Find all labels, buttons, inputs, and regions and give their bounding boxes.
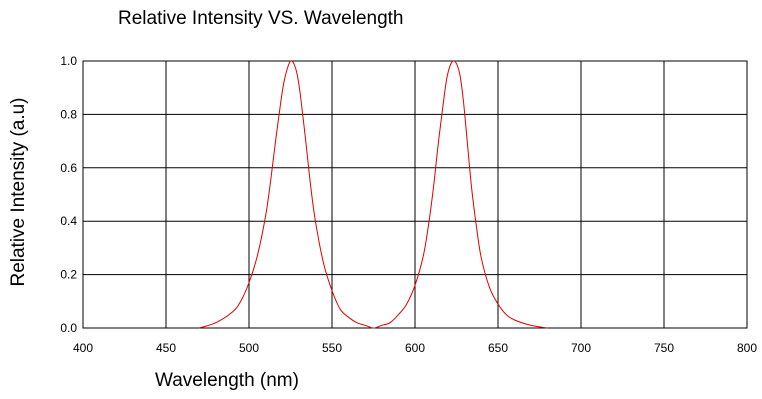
data-point [531, 325, 532, 326]
data-point [489, 287, 490, 288]
data-point [310, 183, 311, 184]
data-point [215, 322, 216, 323]
data-point [283, 82, 284, 83]
data-point [433, 189, 434, 190]
x-tick-label: 600 [405, 341, 425, 355]
data-point [514, 319, 515, 320]
data-point [471, 186, 472, 187]
data-point [305, 138, 306, 139]
data-point [463, 98, 464, 99]
x-axis-label: Wavelength (nm) [155, 370, 299, 391]
data-point [466, 132, 467, 133]
x-tick-label: 500 [239, 341, 259, 355]
data-point [481, 258, 482, 259]
data-point [459, 74, 460, 75]
y-tick-label: 0.8 [60, 107, 77, 121]
x-tick-label: 400 [73, 341, 93, 355]
y-tick-label: 0.4 [60, 214, 77, 228]
data-point [398, 314, 399, 315]
data-point [199, 327, 200, 328]
y-tick-label: 0.6 [60, 161, 77, 175]
data-point [497, 303, 498, 304]
data-point [456, 63, 457, 64]
data-point [356, 322, 357, 323]
data-point [248, 282, 249, 283]
data-point [297, 74, 298, 75]
data-point [287, 68, 288, 69]
data-point [293, 63, 294, 64]
data-point [265, 215, 266, 216]
data-point [453, 60, 454, 61]
data-point [275, 141, 276, 142]
data-point [506, 314, 507, 315]
series-line [199, 60, 548, 329]
data-point [257, 255, 258, 256]
plot-frame [82, 60, 748, 329]
x-tick-label: 450 [156, 341, 176, 355]
data-point [365, 325, 366, 326]
y-tick-label: 0.0 [60, 321, 77, 335]
data-point [547, 327, 548, 328]
data-point [315, 221, 316, 222]
x-tick-label: 650 [488, 341, 508, 355]
data-point [438, 143, 439, 144]
y-tick-label: 0.2 [60, 268, 77, 282]
data-point [280, 103, 281, 104]
data-point [323, 263, 324, 264]
x-tick-label: 800 [737, 341, 757, 355]
data-point [390, 322, 391, 323]
data-point [414, 285, 415, 286]
data-point [381, 325, 382, 326]
data-point [240, 301, 241, 302]
x-tick-label: 550 [322, 341, 342, 355]
data-point [270, 181, 271, 182]
data-point [348, 317, 349, 318]
data-point [373, 327, 374, 328]
data-point [406, 303, 407, 304]
data-point [290, 60, 291, 61]
data-point [443, 103, 444, 104]
y-tick-label: 1.0 [60, 54, 77, 68]
x-tick-label: 700 [571, 341, 591, 355]
x-tick-label: 750 [654, 341, 674, 355]
data-point [423, 255, 424, 256]
data-point [232, 311, 233, 312]
data-point [476, 226, 477, 227]
data-point [446, 79, 447, 80]
data-point [449, 66, 450, 67]
data-point [300, 95, 301, 96]
data-point [340, 309, 341, 310]
chart-title: Relative Intensity VS. Wavelength [118, 8, 404, 29]
data-point [331, 290, 332, 291]
data-point [428, 226, 429, 227]
